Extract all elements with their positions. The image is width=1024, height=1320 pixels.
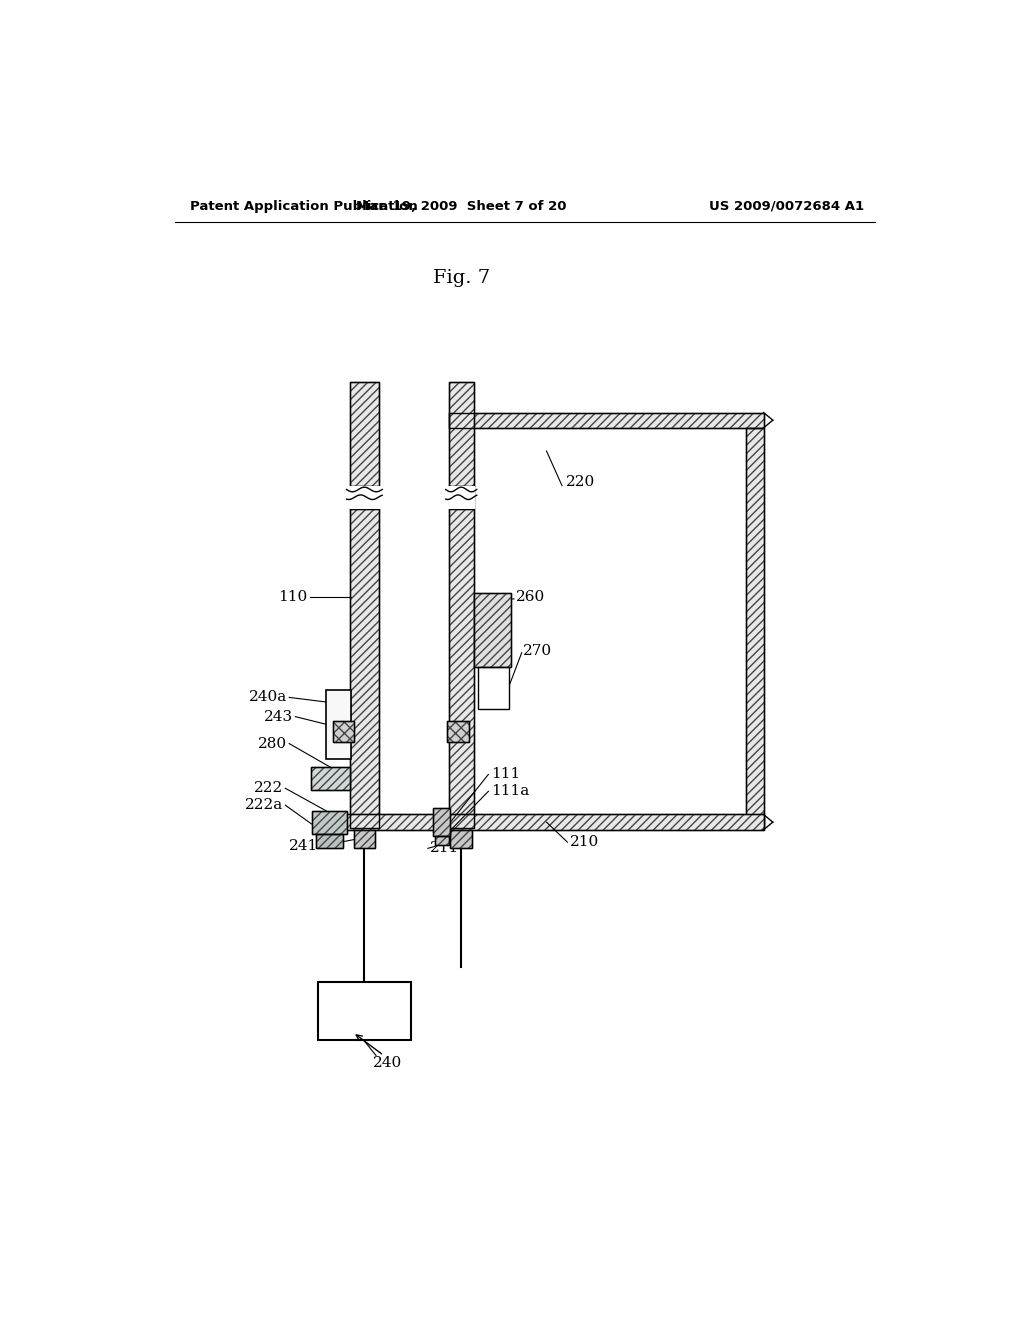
Bar xyxy=(451,830,472,849)
Text: 220: 220 xyxy=(566,475,595,488)
Bar xyxy=(333,721,354,742)
Bar xyxy=(449,381,474,486)
Bar xyxy=(451,830,472,849)
Bar xyxy=(333,721,354,742)
Bar xyxy=(312,810,346,834)
Text: 222: 222 xyxy=(254,781,283,795)
Text: 270: 270 xyxy=(523,644,552,659)
Bar xyxy=(317,982,411,1040)
Text: 210: 210 xyxy=(569,836,599,849)
Text: Patent Application Publication: Patent Application Publication xyxy=(190,199,418,213)
Bar xyxy=(746,428,764,829)
Bar xyxy=(353,830,375,849)
Text: 240a: 240a xyxy=(249,690,287,705)
Bar xyxy=(449,412,764,428)
Bar xyxy=(447,486,475,508)
Bar xyxy=(449,381,474,486)
Text: 211: 211 xyxy=(430,841,460,855)
Text: 222a: 222a xyxy=(245,799,283,812)
Bar xyxy=(353,830,375,849)
Text: 111a: 111a xyxy=(490,784,529,799)
Text: Fig. 7: Fig. 7 xyxy=(433,269,489,286)
Text: 110: 110 xyxy=(279,590,308,605)
Bar xyxy=(449,508,474,829)
Bar xyxy=(342,814,764,830)
Bar xyxy=(746,428,764,829)
Bar xyxy=(449,412,764,428)
Text: US 2009/0072684 A1: US 2009/0072684 A1 xyxy=(710,199,864,213)
Bar xyxy=(349,508,379,829)
Bar xyxy=(435,836,449,845)
Bar xyxy=(449,508,474,829)
Bar xyxy=(435,836,449,845)
Bar xyxy=(433,808,451,836)
Bar xyxy=(311,767,349,789)
Text: 111: 111 xyxy=(490,767,520,781)
Bar xyxy=(349,381,379,486)
Bar xyxy=(474,594,511,667)
Bar xyxy=(315,834,343,847)
Bar xyxy=(312,810,346,834)
Bar xyxy=(447,721,469,742)
Text: 280: 280 xyxy=(258,737,287,751)
Text: 260: 260 xyxy=(515,590,545,605)
Bar xyxy=(474,594,511,667)
Bar xyxy=(433,808,451,836)
Text: Mar. 19, 2009  Sheet 7 of 20: Mar. 19, 2009 Sheet 7 of 20 xyxy=(356,199,566,213)
Bar xyxy=(349,508,379,829)
Bar xyxy=(342,814,764,830)
Text: 241: 241 xyxy=(289,840,317,853)
Bar xyxy=(327,689,351,759)
Bar xyxy=(447,721,469,742)
Bar xyxy=(348,486,381,508)
Bar xyxy=(477,667,509,709)
Bar xyxy=(349,381,379,486)
Text: 240: 240 xyxy=(373,1056,402,1071)
Bar xyxy=(315,834,343,847)
Bar xyxy=(311,767,349,789)
Text: 243: 243 xyxy=(264,710,293,723)
